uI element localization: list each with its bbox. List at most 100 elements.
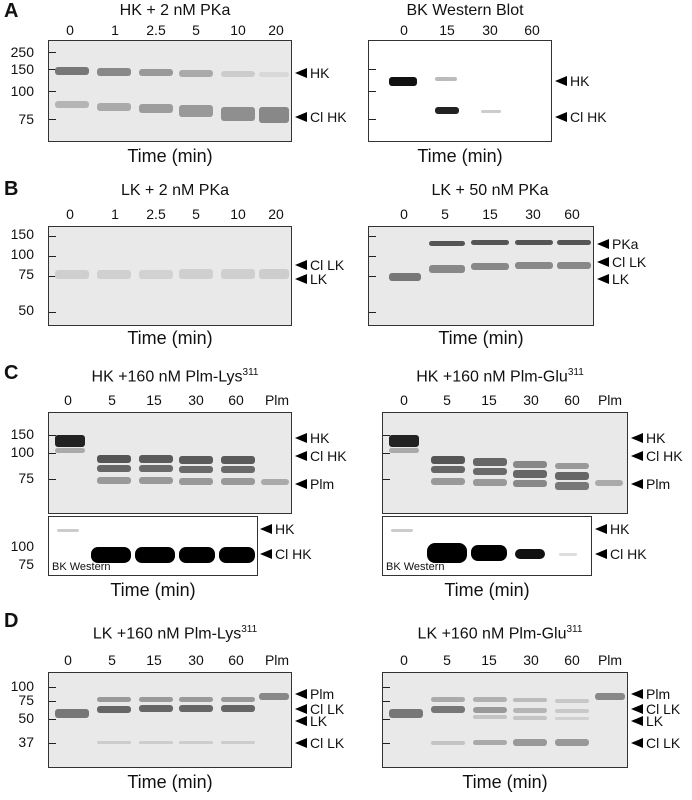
- lane-label: 2.5: [146, 206, 166, 222]
- lane-label: 30: [188, 392, 204, 408]
- blot-label: BK Western: [386, 561, 445, 573]
- arrowhead-icon: [260, 549, 272, 560]
- marker-cl-hk: Cl HK: [295, 108, 347, 125]
- mw-label: 100: [10, 83, 34, 99]
- marker-cl-lk: Cl LK: [295, 256, 344, 273]
- marker-pka: PKa: [597, 235, 638, 252]
- lane-label: 0: [400, 22, 408, 38]
- arrowhead-icon: [631, 451, 643, 462]
- lane-label: 0: [400, 652, 408, 668]
- lane-label: 60: [564, 392, 580, 408]
- lane-label: 30: [482, 22, 498, 38]
- arrowhead-icon: [631, 433, 643, 444]
- marker-hk: HK: [295, 64, 329, 81]
- lane-label: 20: [268, 206, 284, 222]
- marker-hk: HK: [595, 520, 629, 537]
- arrowhead-icon: [260, 524, 272, 535]
- gel-image: [368, 226, 594, 326]
- mw-label: 150: [10, 426, 34, 442]
- gel-image: [382, 412, 628, 514]
- arrowhead-icon: [595, 549, 607, 560]
- panel-label-d: D: [4, 610, 19, 632]
- marker-cl-hk: Cl HK: [260, 545, 312, 562]
- gel-image: [382, 672, 628, 768]
- lane-label: 30: [188, 652, 204, 668]
- arrowhead-icon: [295, 738, 307, 749]
- panel-a-left-title: HK + 2 nM PKa: [119, 2, 231, 19]
- lane-label: Plm: [264, 392, 290, 408]
- lane-label: 2.5: [146, 22, 166, 38]
- marker-cl-lk: Cl LK: [295, 734, 344, 751]
- x-axis-label: Time (min): [127, 146, 213, 166]
- lane-label: 0: [400, 392, 408, 408]
- mw-label: 150: [10, 226, 34, 242]
- panel-a-right-title: BK Western Blot: [406, 2, 524, 19]
- lane-label: 60: [524, 22, 540, 38]
- marker-plm: Plm: [295, 685, 334, 702]
- arrowhead-icon: [631, 689, 643, 700]
- lane-label: 5: [192, 206, 200, 222]
- panel-d-left-title: LK +160 nM Plm-Lys311: [92, 624, 258, 643]
- western-blot-image: [368, 40, 552, 142]
- marker-cl-lk: Cl LK: [631, 700, 680, 717]
- x-axis-label: Time (min): [110, 580, 196, 600]
- marker-lk: LK: [597, 270, 629, 287]
- mw-label: 250: [10, 44, 34, 60]
- arrowhead-icon: [555, 112, 567, 123]
- mw-label: 50: [18, 302, 34, 318]
- marker-cl-hk: Cl HK: [631, 447, 683, 464]
- mw-label: 100: [10, 246, 34, 262]
- lane-label: 30: [525, 206, 541, 222]
- lane-label: Plm: [597, 392, 623, 408]
- marker-plm: Plm: [295, 475, 334, 492]
- marker-lk: LK: [631, 712, 663, 729]
- marker-cl-lk: Cl LK: [631, 734, 680, 751]
- western-blot-image: BK Western: [48, 516, 258, 576]
- lane-label: 5: [443, 652, 451, 668]
- mw-label: 75: [18, 470, 34, 486]
- panel-b-right-title: LK + 50 nM PKa: [431, 182, 549, 199]
- arrowhead-icon: [295, 112, 307, 123]
- x-axis-label: Time (min): [462, 772, 548, 792]
- western-blot-image: BK Western: [382, 516, 592, 576]
- marker-cl-hk: Cl HK: [295, 447, 347, 464]
- lane-label: 10: [230, 22, 246, 38]
- mw-label: 100: [10, 538, 34, 554]
- mw-label: 75: [18, 266, 34, 282]
- lane-label: 15: [146, 652, 162, 668]
- arrowhead-icon: [295, 479, 307, 490]
- lane-label: 60: [564, 206, 580, 222]
- arrowhead-icon: [631, 704, 643, 715]
- panel-c-right-title: HK +160 nM Plm-Glu311: [416, 367, 584, 386]
- mw-label: 50: [18, 710, 34, 726]
- arrowhead-icon: [295, 704, 307, 715]
- panel-label-a: A: [4, 0, 19, 22]
- arrowhead-icon: [295, 689, 307, 700]
- mw-label: 75: [18, 692, 34, 708]
- lane-label: 60: [228, 392, 244, 408]
- marker-lk: LK: [295, 712, 327, 729]
- lane-label: 15: [482, 206, 498, 222]
- x-axis-label: Time (min): [438, 328, 524, 348]
- lane-label: Plm: [264, 652, 290, 668]
- arrowhead-icon: [631, 479, 643, 490]
- lane-label: 10: [230, 206, 246, 222]
- marker-lk: LK: [295, 270, 327, 287]
- mw-label: 100: [10, 444, 34, 460]
- x-axis-label: Time (min): [127, 328, 213, 348]
- gel-image: [48, 40, 292, 142]
- mw-label: 37: [18, 734, 34, 750]
- x-axis-label: Time (min): [417, 146, 503, 166]
- lane-label: 20: [268, 22, 284, 38]
- lane-label: 15: [439, 22, 455, 38]
- blot-label: BK Western: [52, 561, 111, 573]
- lane-label: 5: [108, 392, 116, 408]
- mw-label: 100: [10, 678, 34, 694]
- lane-label: 30: [523, 652, 539, 668]
- lane-label: 0: [64, 392, 72, 408]
- lane-label: 5: [108, 652, 116, 668]
- marker-plm: Plm: [631, 685, 670, 702]
- marker-plm: Plm: [631, 475, 670, 492]
- lane-label: 5: [443, 392, 451, 408]
- lane-label: 30: [523, 392, 539, 408]
